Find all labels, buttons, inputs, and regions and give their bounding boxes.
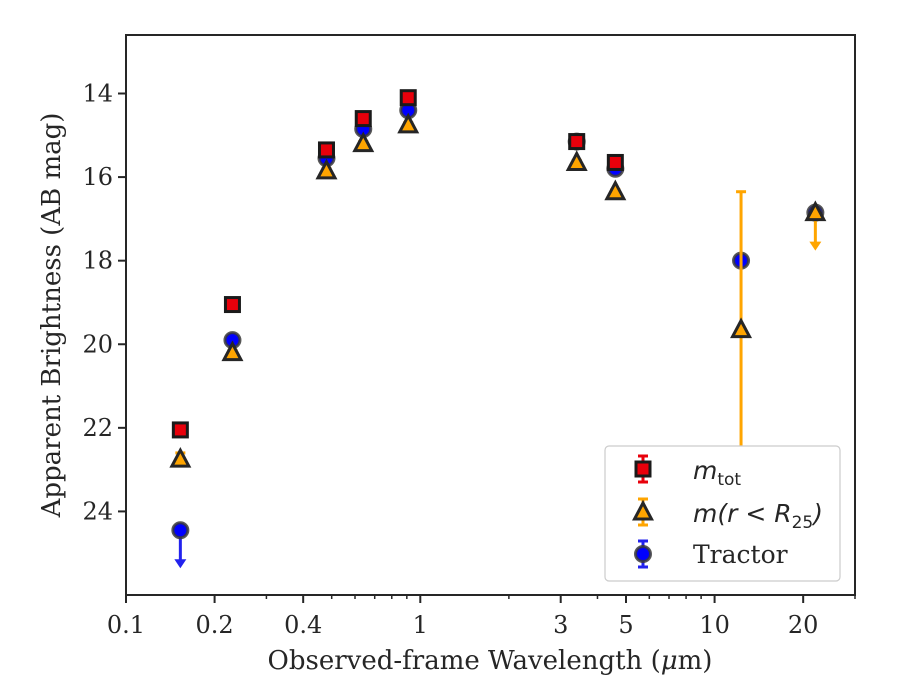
data-point-mtot xyxy=(568,133,586,151)
data-point-mr25 xyxy=(804,200,827,222)
data-point-mtot xyxy=(399,89,417,107)
x-tick-label: 5 xyxy=(618,611,633,639)
data-point-mtot xyxy=(606,153,624,171)
data-point-mr25 xyxy=(315,158,338,180)
x-tick-label: 20 xyxy=(788,611,819,639)
data-point-mr25 xyxy=(169,446,192,468)
x-tick-label: 0.2 xyxy=(196,611,234,639)
y-tick-label: 24 xyxy=(82,497,113,525)
y-axis-ticks: 14 16 18 20 22 24 xyxy=(82,80,126,525)
data-point-mr25 xyxy=(604,179,627,201)
legend-marker-mtot xyxy=(634,460,652,478)
y-tick-label: 18 xyxy=(82,247,113,275)
legend-markers xyxy=(632,454,654,569)
x-tick-label: 3 xyxy=(553,611,568,639)
data-point-mr25 xyxy=(352,131,375,153)
upper-limit-arrowhead xyxy=(174,559,187,569)
legend-marker-mr25 xyxy=(632,499,654,521)
y-tick-label: 16 xyxy=(82,163,113,191)
data-point-tractor xyxy=(171,521,190,540)
plot-frame xyxy=(125,34,856,596)
upper-limit-arrowhead xyxy=(809,241,822,251)
data-point-mr25 xyxy=(565,150,588,171)
data-point-mr25 xyxy=(221,340,244,362)
y-tick-label: 14 xyxy=(82,80,113,108)
series-mtot xyxy=(171,89,624,439)
x-tick-label: 10 xyxy=(699,611,730,639)
x-tick-label: 0.4 xyxy=(284,611,322,639)
x-tick-label: 0.1 xyxy=(107,611,145,639)
series-mr25 xyxy=(169,112,827,470)
legend: mtot m(r < R25) Tractor xyxy=(604,445,841,582)
data-point-mr25 xyxy=(730,317,753,339)
legend-box xyxy=(604,445,841,582)
x-tick-label: 1 xyxy=(413,611,428,639)
legend-marker-tractor xyxy=(634,545,652,563)
data-point-mtot xyxy=(171,421,189,439)
x-axis-label: Observed-frame Wavelength (μm) xyxy=(268,646,713,676)
y-tick-label: 20 xyxy=(82,330,113,358)
data-point-mtot xyxy=(317,141,335,159)
data-point-mtot xyxy=(354,110,372,128)
data-point-mtot xyxy=(223,296,241,314)
legend-entry-mtot: mtot xyxy=(693,456,741,490)
legend-entry-tractor: Tractor xyxy=(693,540,788,569)
y-axis-label: Apparent Brightness (AB mag) xyxy=(37,113,67,519)
y-tick-label: 22 xyxy=(82,414,113,442)
data-point-mr25 xyxy=(397,112,420,134)
legend-entry-mr25: m(r < R25) xyxy=(693,499,823,533)
x-axis-ticks: 0.1 0.2 0.4 1 3 5 10 20 xyxy=(107,595,856,639)
